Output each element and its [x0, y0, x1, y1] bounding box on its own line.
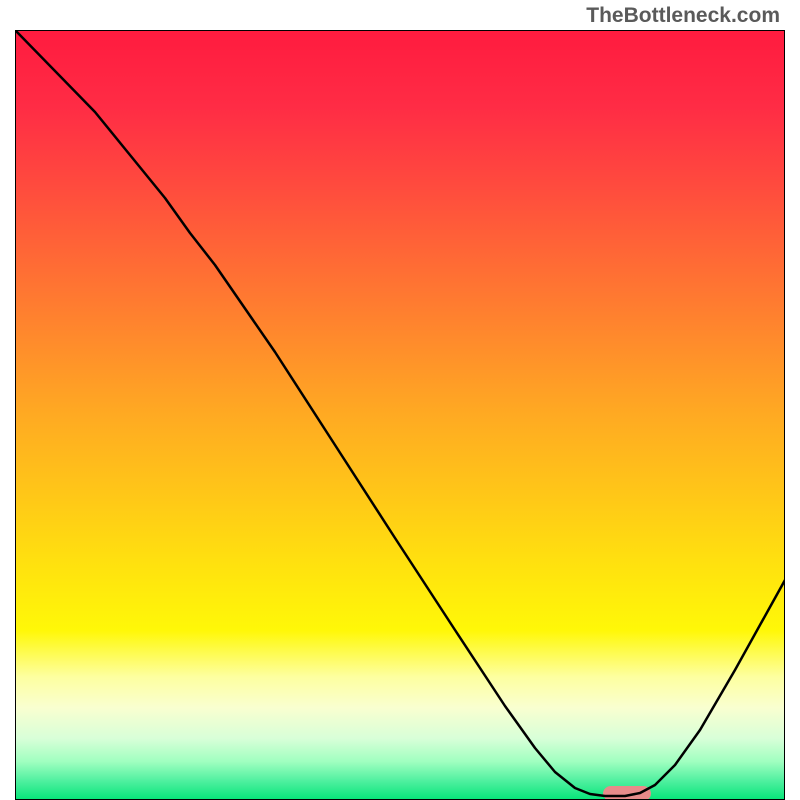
chart-svg [15, 30, 785, 800]
bottleneck-chart [15, 30, 785, 800]
gradient-background [15, 30, 785, 800]
optimal-marker [603, 786, 651, 800]
watermark-text: TheBottleneck.com [586, 4, 780, 28]
